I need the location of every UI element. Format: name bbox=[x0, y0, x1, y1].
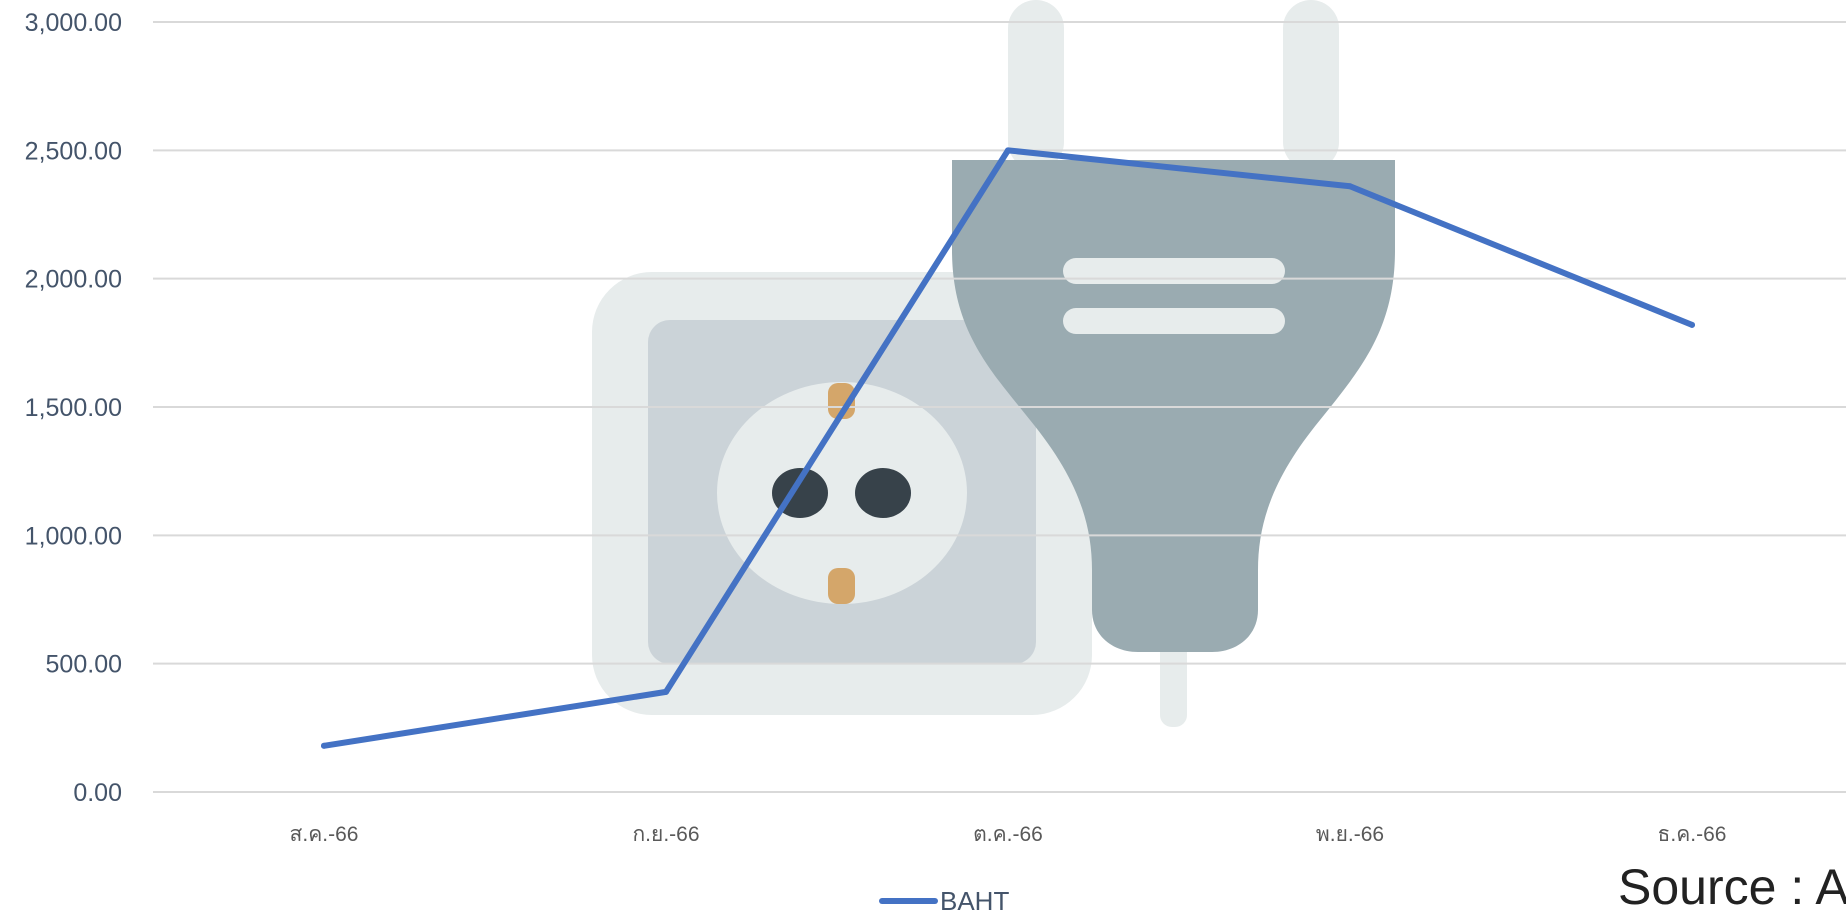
x-tick-label: พ.ย.-66 bbox=[1316, 823, 1384, 846]
x-tick-label: ธ.ค.-66 bbox=[1658, 823, 1727, 846]
x-tick-label: ก.ย.-66 bbox=[632, 823, 699, 846]
series-layer bbox=[321, 147, 1695, 749]
gridlines bbox=[153, 21, 1846, 793]
legend-label: BAHT bbox=[940, 886, 1009, 914]
x-tick-label: ส.ค.-66 bbox=[290, 823, 359, 846]
y-tick-label: 500.00 bbox=[46, 651, 122, 679]
y-tick-label: 2,000.00 bbox=[25, 266, 122, 294]
x-axis: ส.ค.-66 ก.ย.-66 ต.ค.-66 พ.ย.-66 ธ.ค.-66 bbox=[290, 823, 1727, 846]
y-axis: 0.00 500.00 1,000.00 1,500.00 2,000.00 2,500.… bbox=[25, 9, 122, 807]
data-point bbox=[321, 742, 327, 749]
legend: BAHT bbox=[879, 886, 1009, 914]
data-point bbox=[1347, 183, 1353, 190]
source-caption: Source : A bbox=[1618, 859, 1846, 915]
data-point bbox=[1005, 147, 1011, 154]
y-tick-label: 1,500.00 bbox=[25, 394, 122, 422]
y-tick-label: 0.00 bbox=[73, 779, 122, 807]
x-tick-label: ต.ค.-66 bbox=[973, 823, 1043, 846]
y-tick-label: 3,000.00 bbox=[25, 9, 122, 37]
y-tick-label: 1,000.00 bbox=[25, 522, 122, 550]
y-tick-label: 2,500.00 bbox=[25, 137, 122, 165]
data-point bbox=[663, 688, 669, 695]
data-point bbox=[1689, 321, 1695, 328]
